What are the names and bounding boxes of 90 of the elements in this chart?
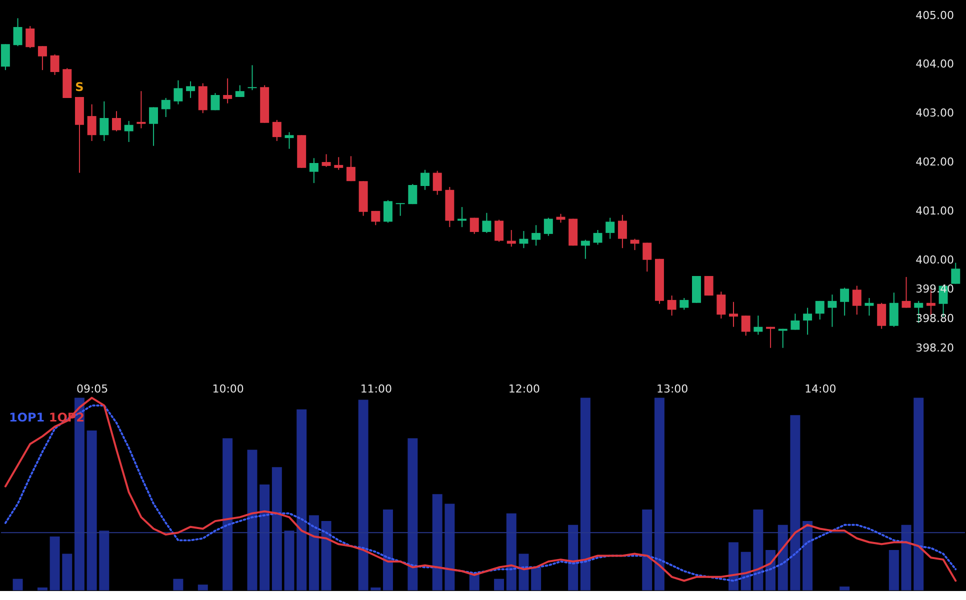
candlestick (322, 154, 331, 168)
bar (531, 567, 542, 590)
bar (840, 586, 850, 590)
bar (740, 552, 751, 590)
candlestick (778, 328, 788, 348)
y-tick-label: 400.00 (916, 253, 954, 266)
candlestick (124, 120, 134, 142)
candlestick (741, 315, 750, 336)
candlestick (26, 26, 35, 49)
series-label: 1OP1 (8, 410, 45, 425)
bar (198, 584, 208, 590)
candlestick (494, 219, 504, 242)
x-tick-label: 10:00 (212, 382, 244, 396)
candlestick (877, 302, 886, 330)
candlestick (951, 262, 960, 284)
y-tick-label: 404.00 (916, 58, 954, 71)
y-tick-label: 398.20 (916, 341, 954, 354)
candlestick (432, 170, 442, 196)
candlestick (680, 298, 689, 310)
bar (12, 578, 23, 590)
candlestick (149, 106, 158, 146)
candlestick (383, 200, 392, 224)
y-tick-label: 403.00 (916, 106, 954, 120)
bar (50, 536, 60, 590)
candlestick (272, 119, 282, 142)
candlestick (408, 184, 418, 205)
candlestick (396, 202, 405, 216)
candlestick (815, 300, 824, 320)
candlestick (642, 242, 652, 272)
candlestick (13, 18, 22, 47)
candlestick (87, 104, 96, 142)
candlestick (828, 294, 837, 328)
bar (37, 588, 48, 590)
candlestick (716, 291, 726, 320)
bar (888, 550, 899, 590)
candlestick (470, 217, 479, 234)
candlestick (309, 158, 318, 184)
candlestick (864, 298, 874, 316)
candlestick (840, 287, 850, 316)
candlestick (532, 224, 541, 246)
y-tick-label: 401.00 (916, 204, 954, 218)
candlestick (334, 156, 344, 170)
x-tick-label: 09:05 (76, 382, 108, 396)
candlestick (519, 230, 528, 249)
x-tick-label: 12:00 (508, 382, 540, 396)
bar (370, 588, 381, 590)
candlestick (482, 212, 492, 234)
candlestick (186, 80, 196, 98)
candlestick (50, 54, 60, 76)
y-tick-label: 405.00 (916, 8, 954, 22)
candlestick (766, 326, 776, 348)
bar (494, 578, 504, 590)
candlestick (112, 110, 121, 132)
candlestick (346, 156, 356, 182)
candlestick (593, 230, 602, 246)
candlestick (544, 217, 553, 236)
candlestick (852, 285, 862, 316)
x-tick-label: 14:00 (804, 382, 836, 396)
bar (728, 542, 738, 590)
candlestick (902, 276, 911, 308)
candlestick (754, 315, 763, 336)
candlestick (223, 78, 232, 104)
candlestick (790, 313, 800, 330)
candlestick (0, 44, 10, 71)
candlestick (174, 80, 183, 105)
candlestick (420, 169, 430, 190)
x-tick-label: 13:00 (656, 382, 688, 396)
candlestick (371, 210, 380, 226)
candlestick (235, 84, 244, 98)
candlestick (161, 97, 170, 118)
candlestick (729, 301, 738, 328)
x-tick-label: 11:00 (360, 382, 392, 396)
bar (173, 578, 184, 590)
candlestick (248, 64, 257, 91)
candlestick (618, 214, 627, 249)
candlestick (198, 82, 208, 114)
candlestick (38, 46, 47, 71)
candlestick (606, 217, 615, 240)
y-tick-label: 402.00 (916, 156, 954, 169)
candlestick (210, 92, 220, 111)
annotation: S (75, 80, 84, 94)
candlestick (284, 132, 294, 150)
candlestick (667, 295, 676, 316)
candlestick (889, 292, 898, 328)
bar (518, 554, 529, 590)
candlestick (100, 100, 109, 142)
candlestick (803, 307, 812, 336)
candlestick (580, 239, 590, 260)
bar (62, 554, 72, 590)
candlestick (136, 90, 146, 129)
